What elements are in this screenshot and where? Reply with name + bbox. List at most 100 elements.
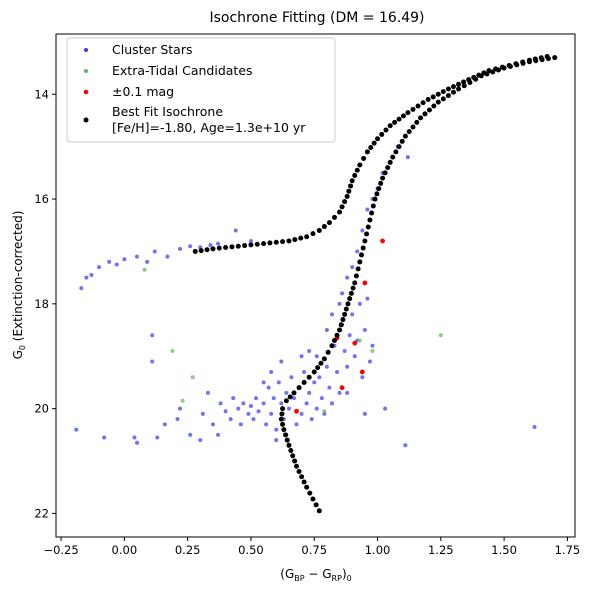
data-point	[175, 417, 180, 422]
isochrone-point	[296, 469, 302, 475]
data-point	[264, 422, 269, 427]
isochrone-point	[192, 248, 198, 254]
data-point	[340, 291, 345, 296]
data-point	[231, 396, 236, 401]
legend-marker-cluster-stars	[84, 48, 88, 52]
isochrone-point	[422, 111, 428, 117]
isochrone-point	[283, 398, 289, 404]
isochrone-point	[376, 186, 382, 192]
isochrone-point	[380, 175, 386, 181]
isochrone-point	[405, 110, 411, 116]
isochrone-point	[346, 188, 352, 194]
data-point	[347, 333, 352, 338]
data-point	[223, 409, 228, 414]
data-point	[205, 390, 210, 395]
data-point	[352, 340, 358, 346]
data-point	[261, 401, 266, 406]
isochrone-point	[364, 149, 370, 155]
data-point	[107, 259, 112, 264]
data-point	[188, 244, 193, 249]
isochrone-point	[331, 338, 337, 344]
isochrone-point	[396, 144, 402, 150]
data-point	[238, 422, 243, 427]
isochrone-point	[374, 191, 380, 197]
data-point	[317, 375, 322, 380]
isochrone-point	[357, 259, 363, 265]
data-point	[246, 411, 251, 416]
isochrone-point	[342, 199, 348, 205]
data-point	[269, 369, 274, 374]
data-point	[357, 338, 362, 343]
y-tick-label: 18	[34, 297, 49, 311]
isochrone-point	[538, 55, 544, 61]
data-point	[135, 440, 140, 445]
series-extra-tidal-candidates	[142, 267, 443, 414]
data-point	[362, 328, 367, 333]
x-tick-label: 0.75	[301, 543, 327, 557]
isochrone-point	[352, 172, 358, 178]
isochrone-point	[343, 306, 349, 312]
data-point	[145, 259, 150, 264]
plot-area	[74, 54, 558, 514]
data-point	[357, 301, 362, 306]
legend: Cluster Stars Extra-Tidal Candidates ±0.…	[66, 37, 336, 143]
isochrone-point	[513, 61, 519, 67]
isochrone-point	[338, 322, 344, 328]
isochrone-point	[296, 385, 302, 391]
isochrone-point	[288, 448, 294, 454]
data-point	[266, 385, 271, 390]
isochrone-point	[281, 427, 287, 433]
data-point	[342, 348, 347, 353]
data-point	[329, 312, 334, 317]
isochrone-point	[318, 360, 324, 366]
isochrone-point	[379, 131, 385, 137]
isochrone-point	[279, 411, 285, 417]
isochrone-point	[365, 224, 371, 230]
isochrone-point	[431, 103, 437, 109]
data-point	[322, 409, 327, 414]
isochrone-point	[301, 379, 307, 385]
isochrone-point	[353, 273, 359, 279]
data-point	[102, 435, 107, 440]
data-point	[324, 328, 329, 333]
isochrone-point	[280, 239, 286, 245]
isochrone-point	[339, 204, 345, 210]
data-point	[261, 380, 266, 385]
isochrone-point	[286, 442, 292, 448]
isochrone-point	[400, 113, 406, 119]
isochrone-point	[450, 84, 456, 90]
isochrone-point	[486, 68, 492, 74]
isochrone-point	[242, 243, 248, 249]
isochrone-point	[331, 214, 337, 220]
isochrone-point	[414, 119, 420, 125]
data-point	[350, 312, 355, 317]
data-point	[335, 369, 340, 374]
chart-title: Isochrone Fitting (DM = 16.49)	[209, 10, 424, 26]
data-point	[200, 411, 205, 416]
data-point	[324, 364, 329, 369]
isochrone-point	[321, 356, 327, 362]
isochrone-point	[306, 374, 312, 380]
data-point	[312, 380, 317, 385]
data-point	[438, 333, 443, 338]
x-tick-label: 1.25	[428, 543, 454, 557]
data-point	[79, 286, 84, 291]
data-point	[284, 390, 289, 395]
isochrone-point	[461, 79, 467, 85]
data-point	[302, 369, 307, 374]
data-point	[256, 409, 261, 414]
isochrone-point	[216, 245, 222, 251]
isochrone-point	[316, 508, 322, 514]
isochrone-point	[294, 463, 300, 469]
isochrone-point	[337, 327, 343, 333]
data-point	[362, 280, 368, 286]
isochrone-point	[387, 123, 393, 129]
isochrone-point	[387, 159, 393, 165]
data-point	[289, 375, 294, 380]
data-point	[198, 438, 203, 443]
data-point	[170, 348, 175, 353]
isochrone-point	[410, 106, 416, 112]
data-point	[337, 301, 342, 306]
isochrone-point	[461, 83, 467, 89]
isochrone-point	[382, 170, 388, 176]
